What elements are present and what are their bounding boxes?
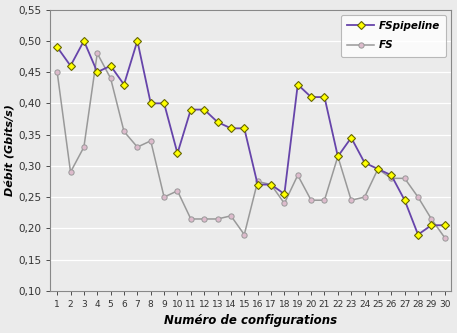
- FS: [215, 217, 220, 221]
- FS: [308, 198, 314, 202]
- FS: [295, 173, 301, 177]
- FSpipeline: [362, 161, 367, 165]
- FSpipeline: [228, 126, 234, 130]
- FS: [362, 195, 367, 199]
- FSpipeline: [268, 182, 274, 186]
- FSpipeline: [322, 95, 327, 99]
- FS: [322, 198, 327, 202]
- FSpipeline: [308, 95, 314, 99]
- FSpipeline: [415, 233, 421, 237]
- FS: [95, 51, 100, 55]
- FS: [161, 195, 167, 199]
- FSpipeline: [148, 101, 154, 105]
- FSpipeline: [188, 108, 194, 112]
- Line: FSpipeline: FSpipeline: [54, 38, 448, 238]
- FS: [375, 167, 381, 171]
- FSpipeline: [349, 136, 354, 140]
- FS: [81, 145, 87, 149]
- FS: [282, 201, 287, 205]
- Line: FS: FS: [54, 51, 447, 240]
- FS: [54, 70, 60, 74]
- FSpipeline: [402, 198, 407, 202]
- FS: [202, 217, 207, 221]
- FSpipeline: [121, 83, 127, 87]
- FSpipeline: [68, 64, 73, 68]
- FS: [429, 217, 434, 221]
- FSpipeline: [54, 45, 60, 49]
- FS: [415, 195, 421, 199]
- FSpipeline: [442, 223, 447, 227]
- FSpipeline: [242, 126, 247, 130]
- FSpipeline: [95, 70, 100, 74]
- FSpipeline: [335, 155, 340, 159]
- FS: [135, 145, 140, 149]
- FS: [255, 179, 260, 183]
- FS: [188, 217, 194, 221]
- FS: [268, 182, 274, 186]
- FSpipeline: [108, 64, 113, 68]
- FSpipeline: [388, 173, 394, 177]
- FS: [349, 198, 354, 202]
- FSpipeline: [175, 151, 180, 155]
- FS: [148, 139, 154, 143]
- FSpipeline: [81, 39, 87, 43]
- Legend: FSpipeline, FS: FSpipeline, FS: [341, 15, 446, 57]
- FSpipeline: [215, 120, 220, 124]
- FSpipeline: [282, 192, 287, 196]
- FS: [68, 170, 73, 174]
- FS: [335, 155, 340, 159]
- X-axis label: Numéro de configurations: Numéro de configurations: [165, 314, 338, 327]
- FS: [242, 233, 247, 237]
- FSpipeline: [375, 167, 381, 171]
- FSpipeline: [429, 223, 434, 227]
- FS: [228, 214, 234, 218]
- Y-axis label: Débit (Gbits/s): Débit (Gbits/s): [5, 104, 16, 196]
- FS: [388, 176, 394, 180]
- FSpipeline: [161, 101, 167, 105]
- FSpipeline: [202, 108, 207, 112]
- FSpipeline: [255, 182, 260, 186]
- FS: [175, 189, 180, 193]
- FS: [121, 130, 127, 134]
- FS: [442, 236, 447, 240]
- FS: [108, 76, 113, 80]
- FSpipeline: [295, 83, 301, 87]
- FS: [402, 176, 407, 180]
- FSpipeline: [135, 39, 140, 43]
